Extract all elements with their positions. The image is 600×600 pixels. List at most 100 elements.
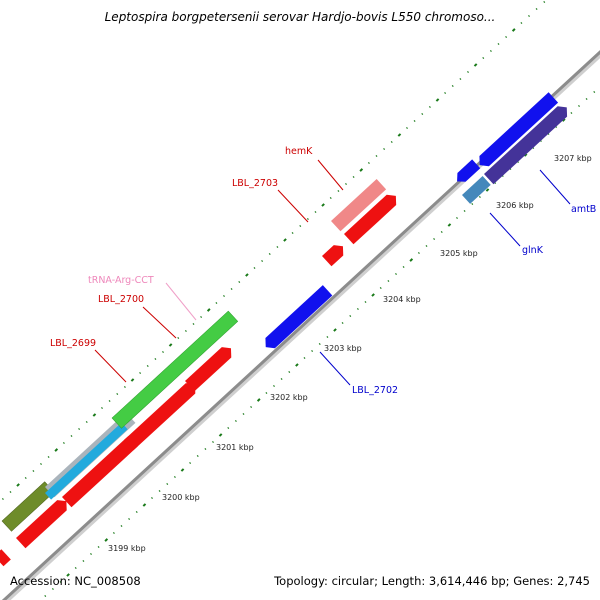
outer-tick bbox=[62, 442, 65, 444]
outer-tick bbox=[459, 78, 462, 80]
outer-tick bbox=[70, 435, 73, 437]
inner-tick bbox=[326, 336, 329, 338]
outer-tick bbox=[337, 190, 340, 192]
inner-tick bbox=[463, 210, 466, 212]
ruler-label-3203: 3203 kbp bbox=[324, 344, 362, 353]
gene-label-lbl2700[interactable]: LBL_2700 bbox=[98, 294, 144, 305]
outer-tick bbox=[47, 456, 50, 458]
inner-tick bbox=[212, 441, 214, 443]
outer-tick bbox=[306, 218, 309, 220]
outer-tick bbox=[123, 386, 126, 388]
inner-tick bbox=[180, 468, 185, 472]
accession-text: Accession: NC_008508 bbox=[10, 574, 141, 588]
outer-tick bbox=[116, 393, 119, 395]
outer-tick bbox=[528, 15, 530, 17]
outer-tick-track bbox=[1, 1, 546, 500]
inner-tick bbox=[295, 363, 299, 367]
inner-tick bbox=[74, 567, 77, 569]
outer-tick bbox=[139, 372, 142, 374]
gene-label-hemK[interactable]: hemK bbox=[285, 146, 313, 157]
inner-tick bbox=[120, 525, 123, 527]
outer-tick bbox=[268, 253, 271, 255]
outer-tick bbox=[101, 407, 103, 409]
gene-red-3[interactable] bbox=[124, 379, 200, 451]
gene-label-glnK[interactable]: glnK bbox=[522, 245, 544, 256]
inner-tick bbox=[341, 322, 344, 324]
inner-tick bbox=[371, 293, 375, 297]
gene-label-trna[interactable]: tRNA-Arg-CCT bbox=[88, 275, 154, 286]
inner-tick bbox=[242, 413, 245, 415]
gene-steelblue-glnK[interactable] bbox=[462, 176, 491, 204]
inner-tick bbox=[128, 518, 131, 520]
inner-tick-track bbox=[44, 91, 596, 597]
gene-red-1[interactable] bbox=[16, 496, 71, 549]
outer-tick bbox=[200, 316, 203, 318]
label-leaders bbox=[94, 159, 571, 386]
inner-tick bbox=[311, 350, 314, 352]
outer-tick bbox=[383, 148, 386, 150]
outer-tick bbox=[245, 273, 249, 277]
gene-darkblue-amtB[interactable] bbox=[484, 102, 572, 185]
inner-tick bbox=[280, 378, 283, 380]
inner-tick bbox=[234, 420, 237, 422]
gene-red-4[interactable] bbox=[185, 343, 236, 392]
outer-tick bbox=[146, 365, 149, 367]
gene-lbl-2702[interactable] bbox=[261, 285, 333, 352]
inner-tick bbox=[485, 188, 490, 192]
inner-tick bbox=[456, 217, 458, 219]
inner-tick bbox=[227, 427, 230, 429]
outer-tick bbox=[467, 71, 469, 73]
outer-tick bbox=[192, 323, 195, 325]
outer-tick bbox=[390, 141, 393, 143]
inner-tick bbox=[196, 455, 199, 457]
gene-red-2[interactable] bbox=[62, 432, 142, 508]
gene-lbl-2699[interactable] bbox=[111, 310, 239, 429]
inner-tick bbox=[387, 280, 390, 282]
outer-tick bbox=[535, 8, 538, 10]
inner-tick bbox=[539, 140, 542, 142]
inner-tick bbox=[97, 546, 100, 548]
gene-label-amtB[interactable]: amtB bbox=[571, 204, 596, 215]
gene-blue-small[interactable] bbox=[453, 159, 481, 185]
inner-tick bbox=[256, 398, 261, 402]
gene-cyan[interactable] bbox=[45, 422, 128, 500]
inner-tick bbox=[494, 182, 497, 184]
gene-red-lbl2703[interactable] bbox=[322, 241, 348, 267]
outer-tick bbox=[291, 232, 294, 234]
inner-tick bbox=[417, 252, 420, 254]
outer-tick bbox=[223, 295, 225, 297]
outer-tick bbox=[1, 498, 4, 500]
outer-tick bbox=[444, 92, 447, 94]
outer-tick bbox=[345, 183, 347, 185]
gene-label-lbl2699[interactable]: LBL_2699 bbox=[50, 338, 96, 349]
inner-tick bbox=[433, 238, 436, 240]
outer-tick bbox=[54, 448, 59, 452]
gene-hemK-pink[interactable] bbox=[331, 179, 387, 232]
gene-red-hemK[interactable] bbox=[344, 191, 401, 245]
gene-label-lbl2702[interactable]: LBL_2702 bbox=[352, 385, 398, 396]
inner-tick bbox=[189, 462, 192, 464]
outer-tick bbox=[397, 133, 402, 137]
topology-text: Topology: circular; Length: 3,614,446 bp… bbox=[274, 574, 590, 588]
outer-tick bbox=[359, 168, 364, 172]
gene-red-left-edge[interactable] bbox=[0, 549, 11, 567]
inner-tick bbox=[501, 175, 504, 177]
inner-tick bbox=[578, 105, 580, 107]
outer-tick bbox=[321, 203, 325, 207]
gene-label-lbl2703[interactable]: LBL_2703 bbox=[232, 178, 278, 189]
outer-tick bbox=[261, 260, 264, 262]
gene-label-group: hemK LBL_2703 tRNA-Arg-CCT LBL_2700 LBL_… bbox=[50, 146, 596, 396]
inner-tick bbox=[555, 126, 558, 128]
outer-tick bbox=[352, 176, 355, 178]
ruler-label-3202: 3202 kbp bbox=[270, 393, 308, 402]
outer-tick bbox=[505, 36, 508, 38]
outer-tick bbox=[482, 57, 485, 59]
gene-blue-upper[interactable] bbox=[475, 92, 559, 170]
inner-tick bbox=[151, 497, 153, 499]
outer-tick bbox=[375, 155, 378, 157]
outer-tick bbox=[473, 63, 478, 67]
inner-tick bbox=[265, 392, 268, 394]
inner-tick bbox=[561, 118, 566, 122]
inner-tick bbox=[44, 595, 47, 597]
